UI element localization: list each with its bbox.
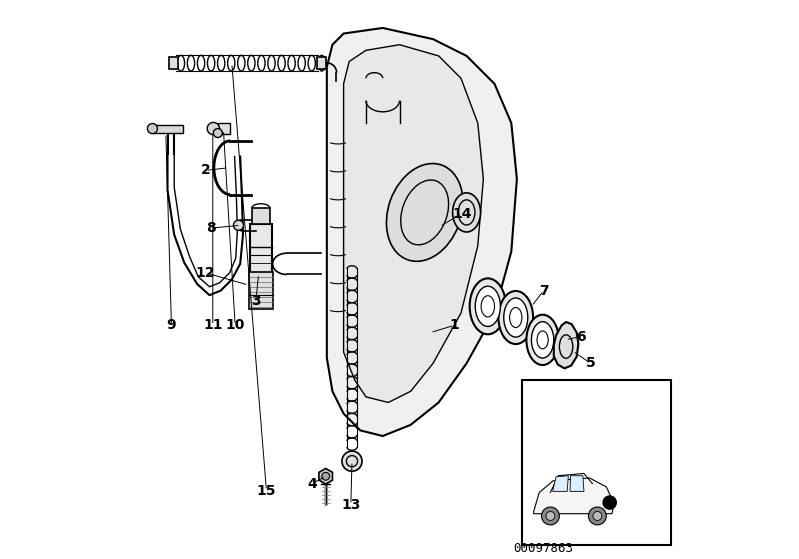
Ellipse shape: [527, 315, 559, 365]
Circle shape: [147, 124, 157, 134]
Polygon shape: [570, 476, 584, 491]
Text: 15: 15: [256, 484, 276, 498]
Ellipse shape: [387, 164, 463, 261]
Text: 7: 7: [539, 283, 549, 298]
Text: 13: 13: [341, 498, 360, 512]
Bar: [523, 380, 670, 545]
Ellipse shape: [475, 286, 500, 326]
Text: 11: 11: [203, 318, 223, 333]
Ellipse shape: [503, 298, 528, 337]
Text: 12: 12: [196, 266, 215, 280]
Ellipse shape: [531, 322, 554, 358]
Text: 6: 6: [576, 329, 586, 344]
Circle shape: [542, 507, 559, 525]
Text: 9: 9: [167, 318, 177, 333]
Text: 3: 3: [251, 293, 260, 308]
Polygon shape: [344, 45, 483, 402]
Bar: [316, 57, 326, 69]
Text: 10: 10: [225, 318, 244, 333]
Text: 1: 1: [449, 318, 459, 333]
Bar: [153, 125, 183, 133]
Circle shape: [603, 496, 616, 509]
Polygon shape: [534, 478, 614, 514]
Text: 4: 4: [308, 476, 317, 491]
Bar: [169, 57, 178, 69]
Circle shape: [342, 451, 362, 471]
Ellipse shape: [470, 278, 506, 334]
Bar: [250, 224, 272, 274]
Text: 00097863: 00097863: [514, 542, 574, 555]
Polygon shape: [553, 476, 568, 491]
Circle shape: [213, 129, 222, 138]
Text: 2: 2: [201, 163, 210, 178]
Polygon shape: [327, 28, 517, 436]
Bar: [218, 123, 230, 134]
Circle shape: [322, 472, 330, 480]
Text: 14: 14: [452, 206, 472, 221]
Circle shape: [588, 507, 606, 525]
Ellipse shape: [452, 193, 480, 232]
Text: 5: 5: [586, 356, 595, 371]
Circle shape: [546, 511, 555, 520]
Polygon shape: [554, 322, 578, 368]
Bar: [248, 272, 273, 309]
Circle shape: [207, 122, 220, 135]
Circle shape: [593, 511, 602, 520]
Text: 8: 8: [206, 221, 216, 235]
Ellipse shape: [499, 291, 533, 344]
Polygon shape: [319, 468, 332, 484]
Bar: [252, 208, 270, 224]
Circle shape: [233, 220, 244, 230]
